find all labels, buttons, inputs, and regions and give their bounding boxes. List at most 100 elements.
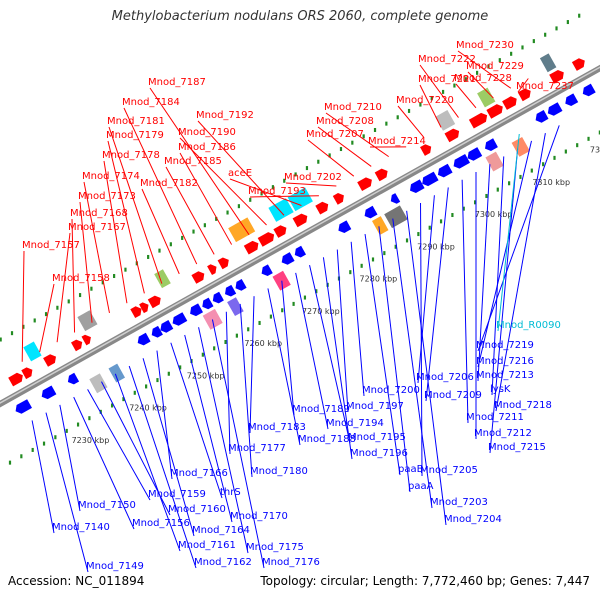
tick-mark-bottom xyxy=(167,371,170,376)
feature-box-top xyxy=(477,87,496,108)
tick-mark-top xyxy=(158,248,161,253)
scale-label: 7230 kbp xyxy=(72,436,110,445)
gene-arrow-bottom xyxy=(582,83,596,97)
bottom-gene-leader xyxy=(364,233,401,476)
top-gene-label: Mnod_7185 xyxy=(164,156,222,167)
tick-mark-bottom xyxy=(439,219,443,224)
gene-arrow-bottom xyxy=(41,385,57,400)
bottom-gene-label: Mnod_7149 xyxy=(86,561,144,572)
tick-mark-top xyxy=(249,197,252,202)
gene-arrow-top xyxy=(315,201,329,215)
bottom-gene-label: Mnod_7170 xyxy=(230,511,288,522)
bottom-gene-leader xyxy=(59,404,81,512)
tick-mark-bottom xyxy=(258,320,261,325)
bottom-gene-leader xyxy=(495,133,546,412)
bottom-gene-label: Mnod_7150 xyxy=(78,500,136,511)
top-gene-label: Mnod_7182 xyxy=(140,178,198,189)
top-gene-label: Mnod_7178 xyxy=(102,150,160,161)
top-gene-leader xyxy=(457,50,512,89)
tick-mark-bottom xyxy=(451,213,454,218)
tick-mark-bottom xyxy=(315,289,318,294)
tick-mark-top xyxy=(237,204,240,209)
tick-mark-bottom xyxy=(303,295,307,300)
top-gene-leader xyxy=(325,112,389,158)
top-gene-label: aceE xyxy=(228,168,252,179)
feature-box-top xyxy=(154,269,171,289)
tick-mark-top xyxy=(294,172,297,177)
gene-arrow-bottom xyxy=(535,110,549,123)
tick-mark-top xyxy=(317,159,320,164)
bottom-gene-leader xyxy=(198,327,249,554)
tick-mark-top xyxy=(566,20,569,25)
gene-arrow-top xyxy=(207,264,217,275)
tick-mark-top xyxy=(67,299,70,304)
gene-arrow-bottom xyxy=(235,279,247,291)
tick-mark-top xyxy=(181,235,184,240)
bottom-gene-leader xyxy=(420,203,423,477)
tick-mark-top xyxy=(430,96,433,101)
bottom-gene-label: Mnod_7160 xyxy=(168,504,226,515)
tick-mark-bottom xyxy=(8,460,12,465)
gene-arrow-bottom xyxy=(467,147,483,161)
top-gene-label: Mnod_7186 xyxy=(178,142,236,153)
bottom-gene-label: Mnod_7203 xyxy=(430,497,488,508)
top-gene-leader xyxy=(165,166,215,255)
gene-arrow-bottom xyxy=(338,220,352,233)
bottom-gene-leader xyxy=(477,125,560,352)
gene-arrow-bottom xyxy=(212,291,224,304)
bottom-gene-label: Mnod_7175 xyxy=(246,542,304,553)
bottom-gene-leader xyxy=(322,257,353,460)
bottom-gene-label: Mnod_7166 xyxy=(170,468,228,479)
tick-mark-top xyxy=(373,127,377,132)
top-gene-label: Mnod_7157 xyxy=(22,240,80,251)
feature-box-top xyxy=(287,187,313,212)
top-gene-leader xyxy=(197,120,285,216)
gene-arrow-bottom xyxy=(565,93,579,106)
tick-mark-top xyxy=(283,178,286,183)
top-gene-label: Mnod_7193 xyxy=(248,186,306,197)
top-gene-label: Mnod_7181 xyxy=(107,116,165,127)
bottom-gene-label: Mnod_7197 xyxy=(346,401,404,412)
bottom-gene-label: Mnod_7213 xyxy=(476,370,534,381)
top-gene-leader xyxy=(141,188,180,275)
gene-arrow-top xyxy=(81,334,91,346)
tick-mark-top xyxy=(544,32,547,37)
top-gene-label: Mnod_7237 xyxy=(516,81,574,92)
top-gene-label: Mnod_7190 xyxy=(178,127,236,138)
top-gene-label: Mnod_7210 xyxy=(324,102,382,113)
bottom-gene-label: paaA xyxy=(408,481,434,492)
tick-mark-top xyxy=(453,83,456,88)
bottom-gene-leader xyxy=(281,280,295,416)
top-gene-label: Mnod_7173 xyxy=(78,191,136,202)
tick-mark-top xyxy=(532,39,535,44)
tick-mark-top xyxy=(101,280,104,285)
top-gene-label: Mnod_7179 xyxy=(106,130,164,141)
bottom-gene-leader xyxy=(491,156,505,396)
tick-mark-bottom xyxy=(519,174,522,179)
gene-arrow-bottom xyxy=(67,372,80,385)
top-gene-leader xyxy=(103,160,128,304)
bottom-gene-label: Mnod_7211 xyxy=(466,412,524,423)
tick-mark-top xyxy=(521,45,524,50)
bottom-gene-label: Mnod_7206 xyxy=(416,372,474,383)
tick-mark-bottom xyxy=(213,346,216,351)
gene-arrow-top xyxy=(549,70,564,84)
bottom-gene-label: Mnod_7188 xyxy=(298,434,356,445)
bottom-gene-label: Mnod_7209 xyxy=(424,390,482,401)
tick-mark-top xyxy=(328,153,331,158)
tick-mark-top xyxy=(0,337,2,342)
tick-mark-top xyxy=(56,305,59,310)
bottom-gene-leader xyxy=(184,334,233,523)
bottom-gene-leader xyxy=(170,342,223,499)
bottom-gene-label: thrS xyxy=(220,487,241,498)
gene-arrow-bottom xyxy=(410,179,425,193)
tick-mark-top xyxy=(169,242,172,247)
bottom-gene-leader xyxy=(309,265,351,444)
gene-arrow-top xyxy=(139,302,149,314)
gene-arrow-bottom xyxy=(137,332,151,346)
gene-arrow-top xyxy=(217,257,229,270)
bottom-gene-leader xyxy=(211,319,265,569)
gene-arrow-bottom xyxy=(294,245,306,258)
scale-label: 7290 kbp xyxy=(417,242,455,251)
